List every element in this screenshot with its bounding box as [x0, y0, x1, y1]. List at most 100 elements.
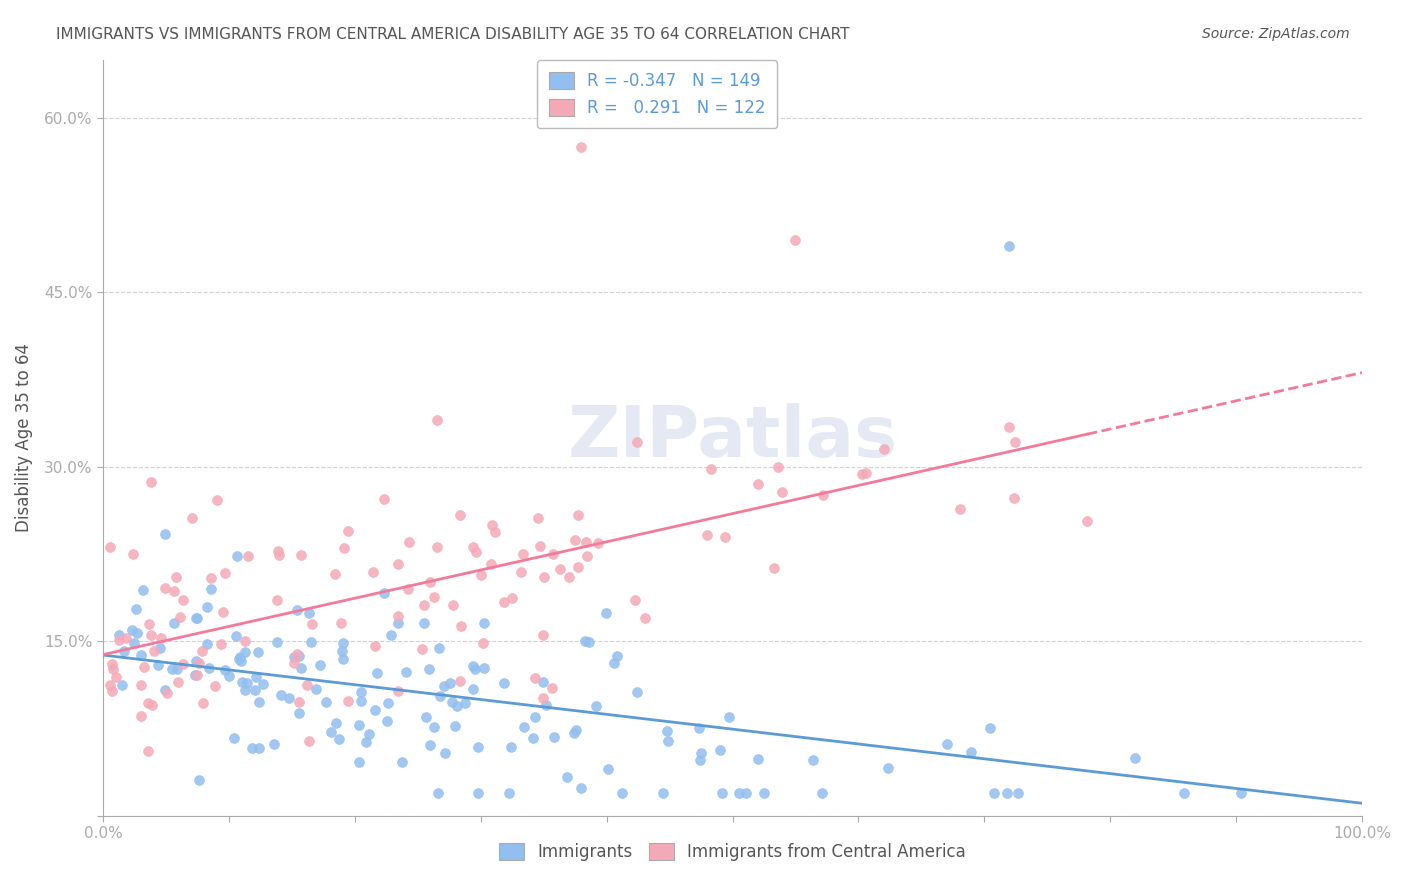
Point — [139, 475, 162, 489]
Point — [709, 743, 731, 757]
Point — [380, 628, 402, 642]
Point — [163, 584, 186, 599]
Point — [243, 683, 266, 698]
Point — [578, 634, 600, 648]
Point — [585, 698, 607, 713]
Point — [461, 541, 484, 555]
Point — [138, 697, 160, 711]
Point — [855, 467, 877, 481]
Point — [562, 726, 585, 740]
Point — [308, 658, 330, 673]
Point — [526, 511, 548, 525]
Point — [198, 661, 221, 675]
Point — [467, 740, 489, 755]
Point — [595, 606, 617, 620]
Point — [218, 669, 240, 683]
Point — [872, 442, 894, 457]
Point — [1230, 786, 1253, 800]
Point — [657, 724, 679, 739]
Point — [108, 628, 131, 642]
Point — [337, 694, 360, 708]
Point — [349, 685, 371, 699]
Point — [464, 662, 486, 676]
Point — [766, 459, 789, 474]
Point — [467, 786, 489, 800]
Point — [330, 615, 353, 630]
Point — [141, 628, 163, 642]
Point — [129, 678, 152, 692]
Point — [1004, 434, 1026, 449]
Point — [101, 657, 124, 671]
Point — [606, 649, 628, 664]
Point — [153, 683, 176, 698]
Point — [122, 547, 145, 561]
Point — [211, 637, 233, 651]
Point — [240, 741, 263, 756]
Point — [169, 610, 191, 624]
Point — [231, 655, 253, 669]
Point — [696, 527, 718, 541]
Point — [747, 477, 769, 491]
Point — [395, 665, 418, 679]
Point — [328, 731, 350, 746]
Point — [575, 549, 598, 563]
Point — [315, 695, 337, 709]
Point — [574, 535, 596, 549]
Point — [359, 727, 381, 741]
Point — [186, 654, 208, 668]
Point — [752, 786, 775, 800]
Point — [851, 467, 873, 482]
Point — [136, 744, 159, 758]
Point — [624, 593, 647, 607]
Point — [454, 696, 477, 710]
Point — [323, 567, 346, 582]
Point — [225, 629, 247, 643]
Point — [450, 619, 472, 633]
Point — [166, 662, 188, 676]
Point — [464, 545, 486, 559]
Point — [441, 599, 464, 613]
Point — [634, 611, 657, 625]
Point — [267, 543, 290, 558]
Point — [350, 694, 373, 708]
Point — [163, 615, 186, 630]
Point — [138, 616, 160, 631]
Point — [377, 696, 399, 710]
Point — [425, 541, 447, 555]
Point — [186, 610, 208, 624]
Point — [330, 644, 353, 658]
Point — [494, 676, 516, 690]
Point — [499, 740, 522, 755]
Point — [332, 636, 354, 650]
Point — [270, 688, 292, 702]
Point — [564, 533, 586, 547]
Point — [423, 720, 446, 734]
Point — [236, 676, 259, 690]
Point — [149, 640, 172, 655]
Point — [960, 745, 983, 759]
Point — [522, 731, 544, 746]
Point — [186, 668, 208, 682]
Point — [396, 582, 419, 597]
Point — [377, 714, 399, 728]
Point — [710, 786, 733, 800]
Point — [160, 663, 183, 677]
Point — [200, 582, 222, 597]
Point — [541, 681, 564, 695]
Point — [391, 755, 413, 769]
Point — [472, 615, 495, 630]
Point — [287, 648, 309, 663]
Point — [501, 591, 523, 606]
Point — [718, 710, 741, 724]
Point — [801, 753, 824, 767]
Point — [252, 677, 274, 691]
Point — [125, 602, 148, 616]
Point — [285, 603, 308, 617]
Point — [689, 753, 711, 767]
Point — [785, 233, 807, 247]
Point — [422, 590, 444, 604]
Point — [543, 731, 565, 745]
Point — [512, 547, 534, 561]
Point — [247, 695, 270, 709]
Point — [529, 539, 551, 553]
